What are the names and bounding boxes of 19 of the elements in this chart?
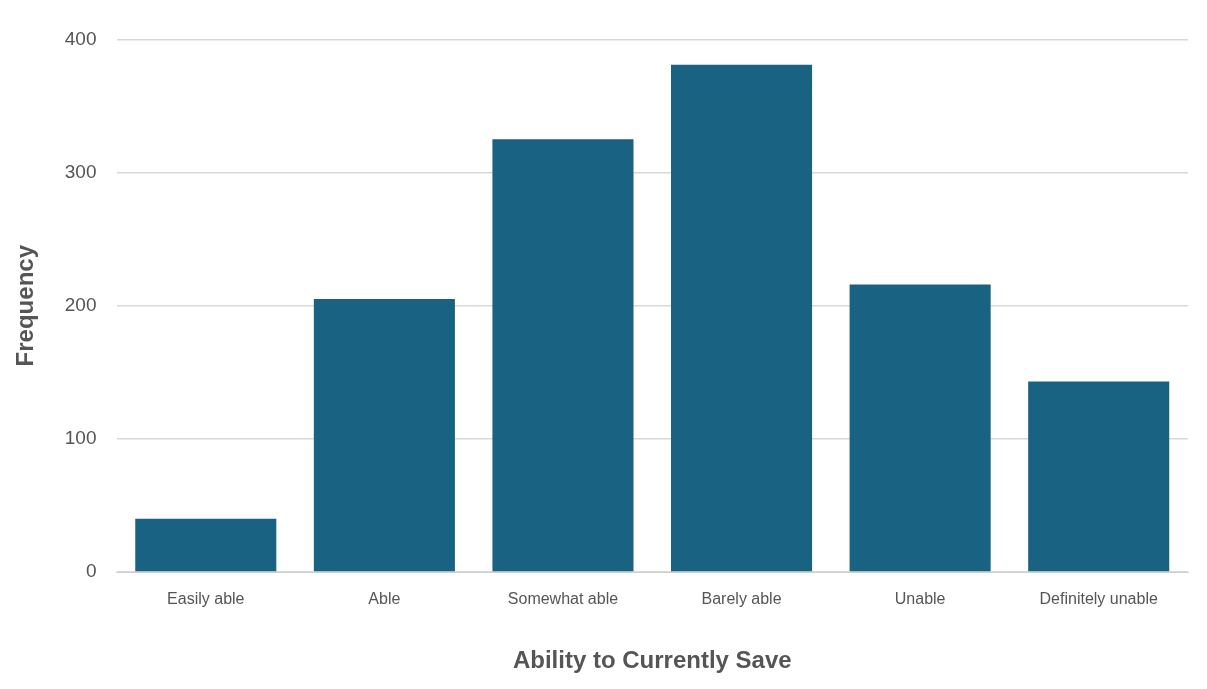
x-tick-label: Unable: [894, 590, 946, 608]
x-tick-label: Definitely unable: [1039, 590, 1158, 608]
bar: [492, 139, 634, 572]
bar: [671, 64, 813, 572]
x-tick-label: Able: [368, 590, 401, 608]
bar: [1028, 381, 1170, 572]
bar: [135, 518, 277, 572]
y-tick-label: 200: [64, 293, 97, 315]
y-tick-label: 0: [85, 560, 97, 582]
x-axis-title: Ability to Currently Save: [512, 646, 792, 674]
x-tick-label: Easily able: [167, 590, 245, 608]
y-tick-label: 300: [64, 160, 97, 182]
y-axis-title: Frequency: [11, 244, 39, 367]
y-tick-label: 100: [64, 427, 97, 449]
bar: [849, 284, 991, 572]
x-tick-label: Barely able: [701, 590, 782, 608]
x-tick-label: Somewhat able: [507, 590, 619, 608]
bar: [313, 299, 455, 572]
y-tick-label: 400: [64, 27, 97, 49]
